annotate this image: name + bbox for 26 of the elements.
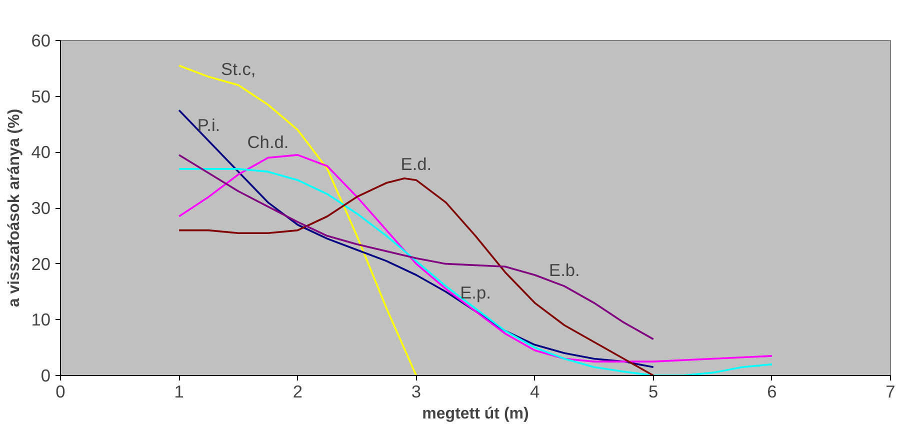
- y-tick-label: 60: [31, 30, 51, 50]
- x-tick-label: 1: [174, 382, 184, 402]
- x-tick-label: 6: [767, 382, 777, 402]
- line-series: [178, 178, 654, 376]
- annotation: St.c,: [221, 59, 256, 80]
- y-tick-label: 50: [31, 86, 51, 106]
- y-tick-label: 10: [31, 310, 51, 330]
- line-series: [178, 154, 654, 340]
- y-tick-label: 40: [31, 142, 51, 162]
- y-tick-label: 20: [31, 254, 51, 274]
- annotation: P.i.: [197, 115, 220, 135]
- annotation: E.d.: [400, 154, 432, 174]
- x-tick-label: 5: [648, 382, 658, 402]
- line-series: [178, 109, 654, 368]
- annotation: E.p.: [460, 282, 491, 302]
- annotation: E.b.: [549, 260, 580, 280]
- x-tick-label: 3: [411, 382, 422, 402]
- y-tick-label: 30: [31, 198, 51, 218]
- annotation: Ch.d.: [247, 132, 289, 152]
- x-tick-label: 7: [886, 382, 896, 402]
- x-axis-title: megtett út (m): [422, 406, 529, 422]
- y-tick-label: 0: [40, 366, 51, 386]
- x-tick-label: 0: [56, 382, 66, 402]
- x-tick-label: 2: [292, 382, 302, 402]
- y-axis-title: a visszafoások aránya (%): [6, 108, 24, 308]
- x-tick-label: 4: [530, 382, 540, 402]
